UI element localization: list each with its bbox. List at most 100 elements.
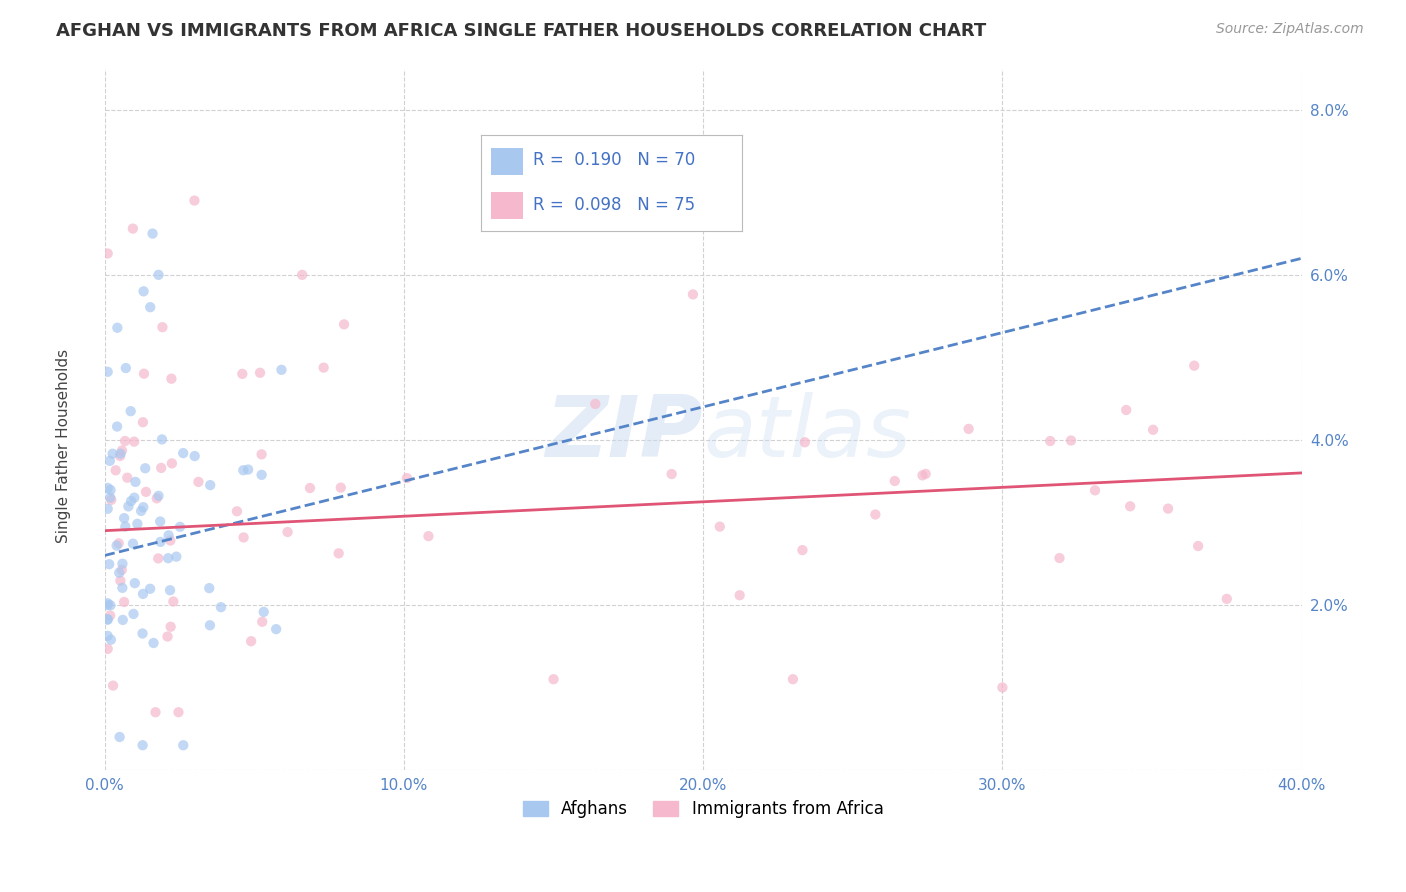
Point bbox=[169, 520, 191, 534]
Point bbox=[1115, 403, 1137, 417]
Point bbox=[132, 415, 155, 429]
Point bbox=[105, 419, 128, 434]
Point bbox=[172, 446, 194, 460]
Point bbox=[97, 613, 120, 627]
Point bbox=[150, 433, 173, 447]
Point bbox=[114, 361, 136, 376]
Point bbox=[1060, 434, 1083, 448]
Point bbox=[249, 366, 271, 380]
Point bbox=[139, 582, 162, 596]
Point bbox=[883, 474, 905, 488]
Bar bbox=[491, 148, 523, 175]
Point bbox=[131, 738, 153, 752]
Point bbox=[97, 481, 120, 495]
Point bbox=[100, 492, 122, 507]
Point bbox=[97, 598, 120, 612]
Point bbox=[142, 227, 165, 241]
Point bbox=[1039, 434, 1062, 448]
Point bbox=[183, 449, 205, 463]
Point bbox=[1084, 483, 1107, 498]
Point bbox=[1157, 501, 1180, 516]
Point bbox=[1216, 591, 1239, 606]
Point bbox=[149, 534, 172, 549]
Point bbox=[97, 246, 120, 260]
Point bbox=[124, 576, 146, 591]
Point bbox=[250, 467, 273, 482]
Point bbox=[1142, 423, 1164, 437]
Point bbox=[97, 612, 120, 626]
Point bbox=[728, 588, 751, 602]
Point bbox=[122, 607, 145, 621]
Point bbox=[682, 287, 704, 301]
Point bbox=[100, 599, 122, 613]
Point bbox=[145, 705, 167, 719]
Point bbox=[162, 594, 184, 608]
Point bbox=[159, 620, 181, 634]
Point bbox=[183, 194, 205, 208]
Point bbox=[1049, 551, 1071, 566]
Point bbox=[156, 630, 179, 644]
Text: Single Father Households: Single Father Households bbox=[56, 349, 70, 543]
Text: R =  0.190   N = 70: R = 0.190 N = 70 bbox=[533, 152, 696, 169]
Point bbox=[291, 268, 314, 282]
Point bbox=[101, 447, 124, 461]
Point bbox=[104, 463, 127, 477]
Point bbox=[112, 595, 135, 609]
Point bbox=[131, 626, 153, 640]
Point bbox=[277, 524, 299, 539]
Point bbox=[418, 529, 440, 543]
Point bbox=[111, 557, 134, 571]
Point bbox=[127, 516, 149, 531]
Point bbox=[543, 672, 565, 686]
Point bbox=[122, 537, 145, 551]
Point bbox=[312, 360, 335, 375]
Point bbox=[120, 404, 142, 418]
Point bbox=[165, 549, 187, 564]
Text: AFGHAN VS IMMIGRANTS FROM AFRICA SINGLE FATHER HOUSEHOLDS CORRELATION CHART: AFGHAN VS IMMIGRANTS FROM AFRICA SINGLE … bbox=[56, 22, 987, 40]
Point bbox=[110, 447, 132, 461]
Point bbox=[124, 475, 146, 489]
Text: R =  0.098   N = 75: R = 0.098 N = 75 bbox=[533, 195, 696, 214]
Point bbox=[97, 596, 120, 610]
Point bbox=[108, 566, 131, 580]
Point bbox=[333, 318, 356, 332]
Point bbox=[107, 536, 129, 550]
Point bbox=[108, 730, 131, 744]
Point bbox=[231, 367, 253, 381]
Point bbox=[198, 618, 221, 632]
Point bbox=[159, 583, 181, 598]
Point bbox=[792, 543, 814, 558]
Point bbox=[148, 551, 170, 566]
Point bbox=[98, 608, 121, 623]
Point bbox=[1182, 359, 1205, 373]
Point bbox=[250, 447, 273, 461]
Point bbox=[122, 434, 145, 449]
Point bbox=[148, 268, 170, 282]
Point bbox=[101, 679, 124, 693]
Point bbox=[142, 636, 165, 650]
Point bbox=[134, 461, 156, 475]
Point bbox=[270, 363, 292, 377]
Point bbox=[911, 468, 934, 483]
Point bbox=[395, 471, 418, 485]
Point bbox=[98, 454, 121, 468]
Point bbox=[114, 519, 136, 533]
Point bbox=[135, 484, 157, 499]
Point bbox=[232, 531, 254, 545]
Point bbox=[160, 456, 183, 470]
Point bbox=[152, 320, 174, 334]
Point bbox=[198, 581, 221, 595]
Point bbox=[991, 681, 1014, 695]
Point bbox=[100, 483, 122, 497]
Point bbox=[97, 629, 120, 643]
Point bbox=[97, 365, 120, 379]
Point bbox=[97, 501, 120, 516]
Point bbox=[328, 546, 350, 560]
Point bbox=[200, 478, 222, 492]
Point bbox=[914, 467, 936, 481]
Point bbox=[132, 587, 155, 601]
Point bbox=[111, 563, 134, 577]
Point bbox=[264, 622, 287, 636]
Point bbox=[108, 449, 131, 463]
Point bbox=[167, 705, 190, 719]
